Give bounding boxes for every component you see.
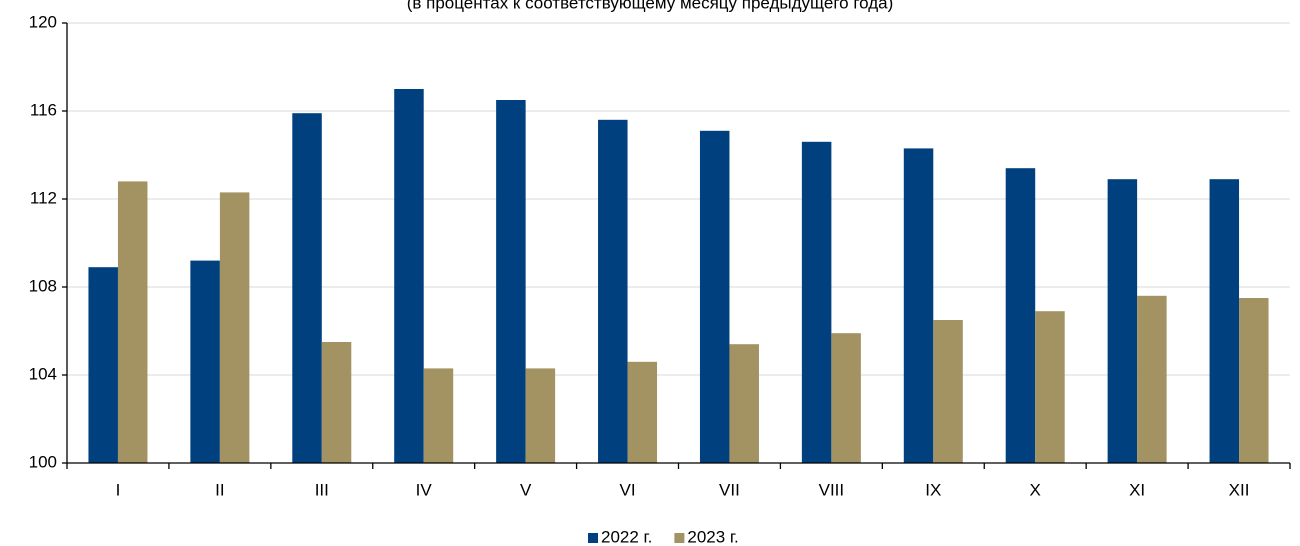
legend-swatch	[674, 533, 685, 543]
y-tick-label: 100	[29, 452, 57, 471]
y-tick-label: 116	[30, 100, 57, 119]
legend-swatch	[588, 533, 598, 543]
bar	[525, 368, 556, 463]
bar	[496, 100, 526, 463]
bar	[1239, 298, 1269, 463]
legend-label: 2023 г.	[687, 527, 738, 546]
bar	[933, 320, 963, 463]
y-tick-label: 108	[29, 276, 57, 295]
bar	[598, 119, 628, 464]
x-tick-label: V	[520, 480, 532, 499]
bar	[190, 260, 220, 463]
bar	[1137, 295, 1167, 463]
x-tick-label: I	[116, 480, 121, 499]
bar	[321, 342, 352, 463]
y-tick-label: 120	[29, 12, 57, 31]
bar	[1107, 179, 1138, 463]
bar	[627, 361, 658, 463]
bar	[117, 181, 148, 463]
bar	[219, 192, 250, 463]
x-tick-label: VI	[620, 480, 636, 499]
y-tick-label: 104	[29, 364, 57, 383]
bar	[699, 130, 730, 464]
x-tick-label: X	[1030, 480, 1041, 499]
bar	[292, 113, 322, 463]
bar	[801, 141, 832, 464]
x-tick-label: III	[315, 480, 329, 499]
legend-label: 2022 г.	[601, 527, 652, 546]
bar	[729, 344, 759, 463]
bar	[831, 333, 861, 463]
bar	[903, 148, 934, 463]
bar	[1209, 179, 1240, 463]
chart-subtitle: (в процентах к соответствующему месяцу п…	[407, 0, 894, 12]
x-tick-label: VII	[719, 480, 740, 499]
x-tick-label: XI	[1129, 480, 1145, 499]
x-tick-label: IX	[925, 480, 941, 499]
x-tick-label: XII	[1229, 480, 1250, 499]
y-tick-label: 112	[30, 188, 57, 207]
bar	[394, 89, 424, 463]
x-tick-label: IV	[416, 480, 433, 499]
x-tick-label: II	[215, 480, 224, 499]
bar	[1005, 168, 1036, 463]
bar	[88, 267, 118, 463]
x-tick-label: VIII	[819, 480, 845, 499]
bar	[423, 368, 454, 463]
bar	[1035, 311, 1065, 463]
